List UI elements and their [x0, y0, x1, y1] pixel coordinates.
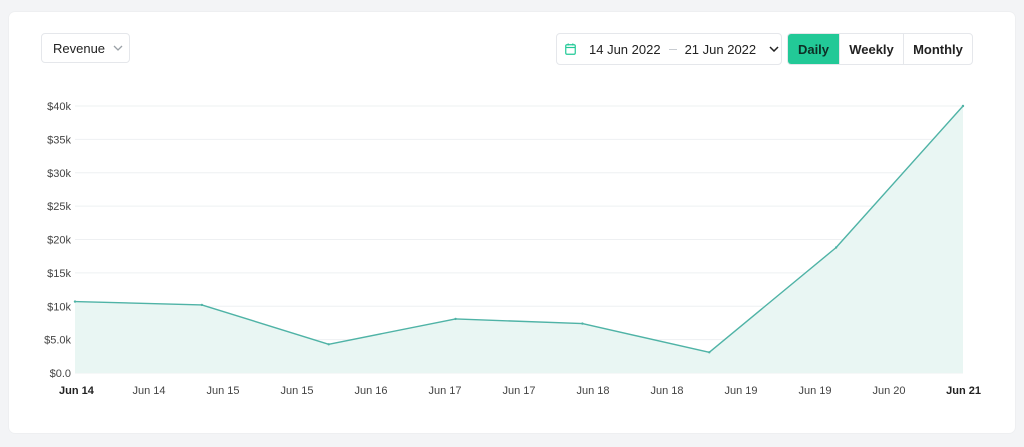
x-tick-label: Jun 21	[946, 385, 981, 397]
y-tick-label: $30k	[47, 168, 71, 180]
revenue-data-point	[581, 322, 584, 325]
x-tick-label: Jun 17	[428, 385, 461, 397]
revenue-data-point	[834, 246, 838, 249]
date-start: 14 Jun 2022	[589, 41, 661, 57]
calendar-icon	[565, 43, 576, 55]
x-tick-label: Jun 19	[724, 385, 757, 397]
y-tick-label: $20k	[47, 235, 71, 247]
y-tick-label: $25k	[47, 201, 71, 213]
x-tick-label: Jun 17	[502, 385, 535, 397]
period-toggle: Daily Weekly Monthly	[787, 33, 973, 65]
revenue-line-segment	[454, 318, 584, 325]
date-range-picker[interactable]: 14 Jun 2022 21 Jun 2022	[556, 33, 782, 65]
revenue-data-point	[200, 303, 204, 307]
x-tick-label: Jun 18	[576, 385, 609, 397]
period-monthly-button[interactable]: Monthly	[903, 34, 972, 64]
revenue-line-segment	[201, 304, 330, 345]
x-tick-label: Jun 14	[59, 385, 95, 397]
x-tick-label: Jun 15	[206, 385, 239, 397]
revenue-data-point	[454, 317, 457, 321]
y-tick-label: $0.0	[50, 368, 71, 380]
revenue-line-segment	[835, 105, 964, 249]
x-tick-label: Jun 18	[650, 385, 683, 397]
y-tick-label: $5.0k	[44, 335, 71, 347]
revenue-line-segment	[328, 318, 457, 345]
revenue-line-segment	[74, 300, 203, 306]
x-tick-label: Jun 20	[872, 385, 905, 397]
x-tick-label: Jun 16	[354, 385, 387, 397]
metric-select-label: Revenue	[53, 40, 106, 56]
y-tick-label: $10k	[47, 301, 71, 313]
y-tick-label: $15k	[47, 268, 71, 280]
revenue-data-point	[708, 351, 711, 354]
revenue-line-segment	[581, 322, 710, 354]
date-separator	[668, 48, 677, 50]
revenue-data-point	[327, 343, 330, 346]
revenue-line-segment	[708, 246, 837, 354]
y-tick-label: $40k	[47, 101, 71, 113]
period-daily-button[interactable]: Daily	[788, 34, 839, 64]
period-weekly-button[interactable]: Weekly	[839, 34, 903, 64]
metric-select[interactable]: Revenue	[41, 33, 130, 63]
revenue-area	[75, 106, 963, 373]
x-tick-label: Jun 15	[280, 385, 313, 397]
x-tick-label: Jun 19	[798, 385, 831, 397]
chevron-down-icon	[769, 46, 779, 52]
x-tick-label: Jun 14	[132, 385, 165, 397]
revenue-data-point	[961, 104, 965, 108]
chevron-down-icon	[113, 45, 123, 51]
y-tick-label: $35k	[47, 134, 71, 146]
date-end: 21 Jun 2022	[684, 41, 757, 57]
revenue-data-point	[73, 300, 77, 303]
